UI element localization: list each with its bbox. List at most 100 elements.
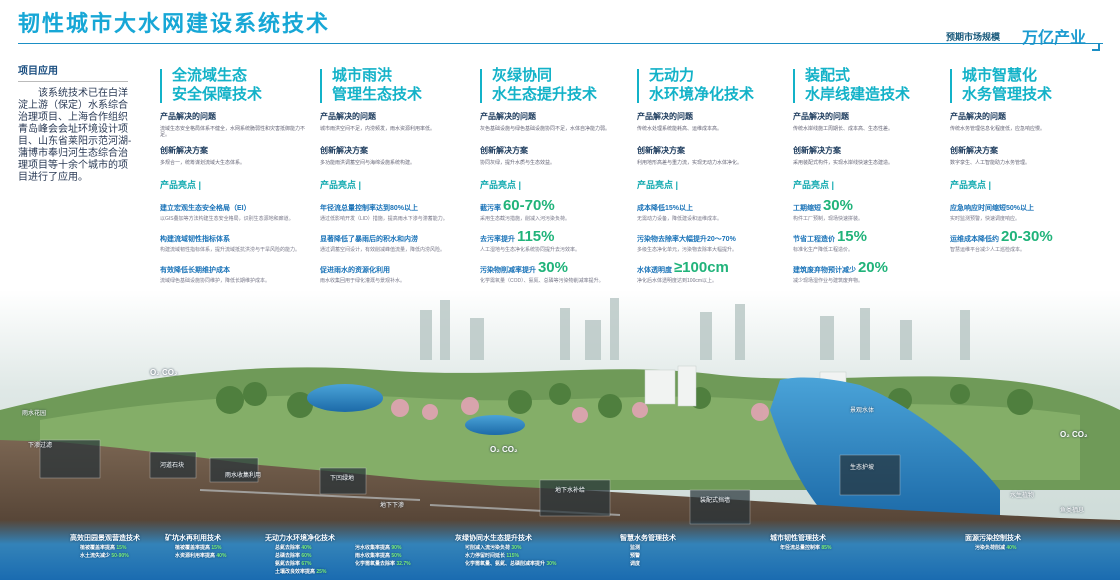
problem-label: 产品解决的问题 <box>480 112 536 121</box>
highlight-label: 显著降低了暴雨后的积水和内涝 <box>320 236 418 243</box>
label-reed: 水生植物 <box>1010 493 1035 499</box>
blossom-trees <box>391 397 769 423</box>
label-flood: 下凹绿地 <box>330 476 355 482</box>
problem-label: 产品解决的问题 <box>160 112 216 121</box>
highlight-text: 采用生态截污措施，削减入河污染负荷。 <box>480 216 571 222</box>
technology-columns: 全流域生态 安全保障技术 产品解决的问题 流域生态安全格局体系不健全，水网系统脆弱性和… <box>160 66 1105 356</box>
highlight-name: 污染物去除率大幅提升20～70% <box>637 228 787 245</box>
stat-value: 60% <box>301 553 312 559</box>
highlight-name: 显著降低了暴雨后的积水和内涝 <box>320 228 470 245</box>
lake-left <box>307 384 383 412</box>
stat-label: 总磷去除率 <box>275 553 301 559</box>
stat-value: 15% <box>116 545 127 551</box>
highlight-text: 标准化生产降低工程造价。 <box>793 247 854 253</box>
bottom-stat-row: 调度 <box>630 560 640 567</box>
highlight-text: 人工湿地与生态净化系统协同提升去污效率。 <box>480 247 581 253</box>
label-rainwater: 下渗过滤 <box>28 443 53 449</box>
column-title: 城市智慧化 水务管理技术 <box>950 66 1100 104</box>
highlight-item: 应急响应时间缩短50%以上 实时监测预警，快速调度响应。 <box>950 197 1100 222</box>
stat-label: 预警 <box>630 553 641 559</box>
highlight-label: 污染物削减率提升 <box>480 267 536 274</box>
highlight-label: 建筑废弃物预计减少 <box>793 267 856 274</box>
label-shore1: 装配式挡墙 <box>700 498 731 504</box>
bottom-stat-row: 氨氮去除率 67% <box>275 560 311 567</box>
column-title: 城市雨洪 管理生态技术 <box>320 66 470 104</box>
bottom-stat-row: 水土流失减少 50-90% <box>80 552 129 559</box>
landscape-illustration: 雨水花园 下渗过滤 雨水收集利用 河道石块 下凹绿地 地下下渗 地下水补给 装配… <box>0 290 1120 580</box>
stat-label: 化学需氧量去除率 <box>355 561 396 567</box>
project-application: 项目应用 该系统技术已在白洋淀上游（保定）水系综合治理项目、上海合作组织青岛峰会… <box>18 62 136 184</box>
city-skyline <box>420 298 970 360</box>
stat-label: 可削减入流污染负荷 <box>465 545 511 551</box>
highlight-name: 有效降低长期维护成本 <box>160 259 310 276</box>
market-size-label: 预期市场规模 <box>945 32 1000 42</box>
tech-column: 城市智慧化 水务管理技术 产品解决的问题 传统水务管理信息化程度低，应急响应慢。 创新解… <box>950 66 1100 356</box>
problem-label: 产品解决的问题 <box>320 112 376 121</box>
tech-column: 灰绿协同 水生态提升技术 产品解决的问题 灰色基础设施与绿色基础设施协同不足，水体自净… <box>480 66 630 356</box>
bottom-stat-row: 污染负荷削减 40% <box>975 544 1016 551</box>
highlight-name: 成本降低15%以上 <box>637 197 787 214</box>
river <box>770 377 1000 520</box>
highlight-text: 以GIS叠加等方法构建生态安全格局，识别生态源地和廊道。 <box>160 216 294 222</box>
label-fish: 鱼类栖息 <box>1060 508 1085 514</box>
highlight-item: 截污率 60-70% 采用生态截污措施，削减入河污染负荷。 <box>480 197 630 222</box>
column-title-line2: 水务管理技术 <box>962 86 1053 103</box>
bottom-group-title: 城市韧性管理技术 <box>770 535 826 542</box>
bottom-group-title: 智慧水务管理技术 <box>620 535 676 542</box>
stat-value: 85% <box>821 545 832 551</box>
problem-text: 传统水处理系统能耗高、运维成本高。 <box>637 126 723 132</box>
tech-column: 装配式 水岸线建造技术 产品解决的问题 传统水岸线施工周期长、成本高、生态性差。 创新解… <box>793 66 943 356</box>
highlight-item: 建筑废弃物预计减少 20% 减少现场湿作业与建筑废弃物。 <box>793 259 943 284</box>
stat-label: 植被覆盖率提高 <box>175 545 211 551</box>
solution-label: 创新解决方案 <box>793 146 841 155</box>
bottom-group-title: 高效田园景观营造技术 <box>70 535 140 542</box>
highlight-text: 流域绿色基础设施协同维护，降低长期维护成本。 <box>160 278 271 284</box>
title-accent-bar <box>480 69 482 103</box>
highlight-text: 减少现场湿作业与建筑废弃物。 <box>793 278 864 284</box>
problem-text: 传统水务管理信息化程度低，应急响应慢。 <box>950 126 1046 132</box>
column-title-line2: 水岸线建造技术 <box>805 86 911 103</box>
stat-value: 30% <box>546 561 557 567</box>
column-title: 灰绿协同 水生态提升技术 <box>480 66 630 104</box>
highlight-text: 实时监测预警，快速调度响应。 <box>950 216 1021 222</box>
highlight-name: 工期缩短 30% <box>793 197 943 214</box>
section-boxes <box>39 439 901 525</box>
column-title: 装配式 水岸线建造技术 <box>793 66 943 104</box>
problem-text: 流域生态安全格局体系不健全，水网系统脆弱性和灾害抵御能力不足。 <box>160 126 306 138</box>
stat-label: 调度 <box>630 561 641 567</box>
highlights-label: 产品亮点 | <box>320 180 362 190</box>
highlight-value: 115% <box>516 228 555 245</box>
tech-column: 城市雨洪 管理生态技术 产品解决的问题 城市雨洪空间不足，内涝频发，雨水资源利用率低。… <box>320 66 470 356</box>
application-rule <box>18 81 128 82</box>
bottom-stat-row: 污水收集率提高 90% <box>355 544 401 551</box>
page-title: 韧性城市大水网建设系统技术 <box>18 11 331 36</box>
landscape-svg <box>0 290 1120 580</box>
stat-value: 40% <box>301 545 312 551</box>
highlight-value: 60-70% <box>502 197 555 214</box>
stat-label: 氨氮去除率 <box>275 561 301 567</box>
highlight-item: 工期缩短 30% 构件工厂预制，现场快速拼装。 <box>793 197 943 222</box>
stat-label: 化学需氧量、氨氮、总磷削减率提升 <box>465 561 546 567</box>
column-title-line1: 城市雨洪 <box>332 67 393 84</box>
solution-text: 数字孪生、人工智能助力水务管理。 <box>950 160 1031 166</box>
highlight-item: 显著降低了暴雨后的积水和内涝 通过调蓄空间设计，有效削减峰值流量，降低内涝风险。 <box>320 228 470 253</box>
column-title-line1: 灰绿协同 <box>492 67 553 84</box>
bottom-stat-row: 年径流总量控制率 85% <box>780 544 831 551</box>
market-size-value: 万亿产业 <box>1021 30 1086 47</box>
highlight-name: 年径流总量控制率达到80%以上 <box>320 197 470 214</box>
highlight-label: 有效降低长期维护成本 <box>160 267 230 274</box>
bottom-stat-row: 水力停留时间延长 115% <box>465 552 519 559</box>
highlight-name: 促进雨水的资源化利用 <box>320 259 470 276</box>
application-body: 该系统技术已在白洋淀上游（保定）水系综合治理项目、上海合作组织青岛峰会会址环境设… <box>18 88 132 183</box>
bottom-stat-row: 雨水收集率提高 50% <box>355 552 401 559</box>
bottom-stat-row: 植被覆盖率提高 15% <box>80 544 126 551</box>
label-left-top: 雨水花园 <box>22 411 47 417</box>
label-water-depth: 景观水体 <box>850 408 875 414</box>
solution-label: 创新解决方案 <box>637 146 685 155</box>
problem-label: 产品解决的问题 <box>793 112 849 121</box>
stat-label: 污染负荷削减 <box>975 545 1006 551</box>
bottom-group-title: 灰绿协同水生态提升技术 <box>455 535 532 542</box>
title-accent-bar <box>950 69 952 103</box>
highlight-name: 去污率提升 115% <box>480 228 630 245</box>
label-river: 河道石块 <box>160 463 185 469</box>
